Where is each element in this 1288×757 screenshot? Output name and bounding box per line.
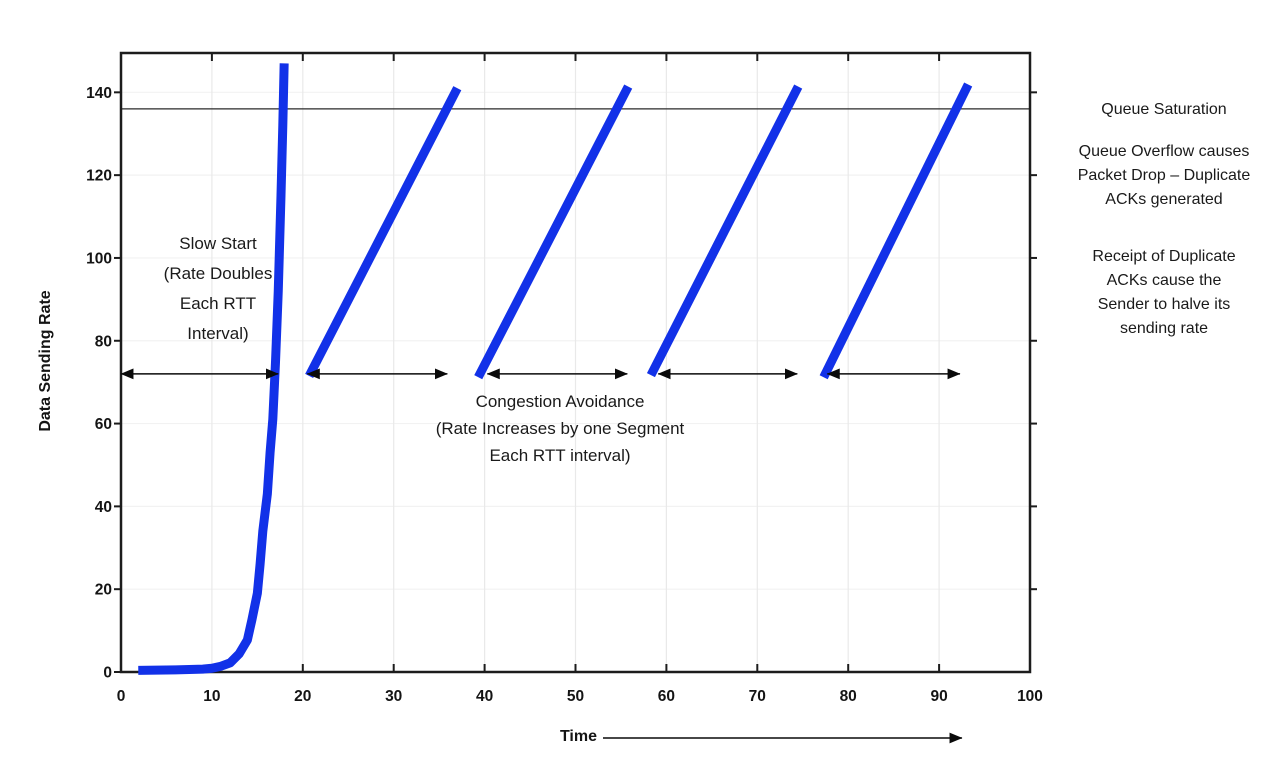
congestion-avoidance-ramp-2 — [474, 84, 633, 380]
x-tick-label: 80 — [840, 688, 857, 705]
queue-saturation-note: Queue Saturation — [1101, 101, 1227, 118]
x-tick-label: 70 — [749, 688, 766, 705]
x-tick-label: 0 — [117, 688, 126, 705]
duplicate-acks-note: Receipt of Duplicate ACKs cause the Send… — [1092, 248, 1236, 337]
slow-start-annotation: Slow Start (Rate Doubles Each RTT Interv… — [163, 234, 273, 343]
x-tick-label: 40 — [476, 688, 493, 705]
x-tick-label: 90 — [930, 688, 947, 705]
x-tick-label: 30 — [385, 688, 402, 705]
y-tick-label: 20 — [95, 582, 112, 599]
y-axis-label: Data Sending Rate — [37, 290, 54, 432]
y-tick-label: 80 — [95, 333, 112, 350]
x-tick-label: 10 — [203, 688, 220, 705]
x-axis-label: Time — [559, 728, 597, 745]
congestion-avoidance-ramp-4 — [819, 82, 973, 380]
y-tick-label: 100 — [86, 250, 112, 267]
x-tick-label: 60 — [658, 688, 675, 705]
y-tick-label: 60 — [95, 416, 112, 433]
congestion-avoidance-ramp-1 — [305, 86, 462, 379]
x-tick-label: 100 — [1017, 688, 1043, 705]
x-tick-label: 20 — [294, 688, 311, 705]
y-tick-label: 0 — [103, 665, 112, 682]
y-tick-label: 120 — [86, 168, 112, 185]
congestion-avoidance-annotation: Congestion Avoidance (Rate Increases by … — [435, 392, 685, 465]
x-tick-label: 50 — [567, 688, 584, 705]
congestion-avoidance-ramp-3 — [646, 84, 803, 378]
y-tick-label: 40 — [95, 499, 112, 516]
slow-start-curve — [138, 63, 289, 675]
queue-overflow-note: Queue Overflow causes Packet Drop – Dupl… — [1077, 143, 1251, 208]
y-tick-label: 140 — [86, 85, 112, 102]
